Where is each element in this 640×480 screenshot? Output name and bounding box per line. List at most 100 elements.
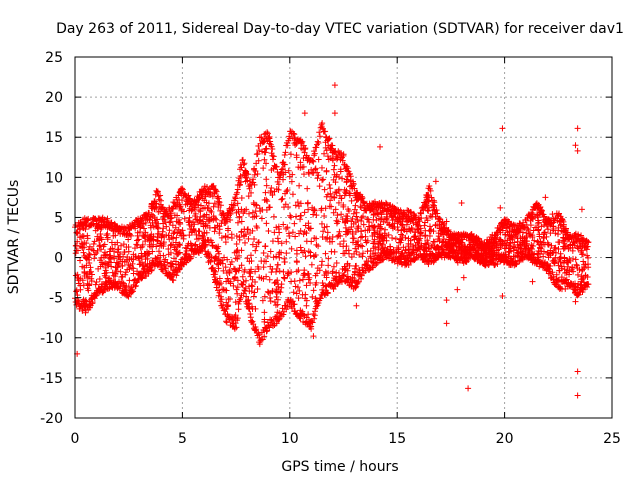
data-point (398, 227, 405, 234)
data-point (429, 213, 436, 220)
data-point (261, 333, 268, 340)
data-point (357, 234, 364, 241)
data-point (81, 264, 88, 271)
data-point (491, 247, 498, 254)
data-point (538, 208, 545, 215)
data-point (432, 245, 439, 252)
data-point (549, 269, 556, 276)
data-point (154, 224, 161, 231)
data-point (221, 254, 228, 261)
data-point (309, 157, 316, 164)
data-point (372, 243, 379, 250)
data-point (405, 240, 412, 247)
data-point (580, 274, 587, 281)
data-point (319, 258, 326, 265)
data-point (300, 155, 307, 162)
data-point (216, 199, 223, 206)
data-point (458, 254, 465, 261)
data-point (421, 204, 428, 211)
data-point (490, 237, 497, 244)
data-point (154, 188, 161, 195)
data-point (492, 234, 499, 241)
data-point (191, 221, 198, 228)
data-point (81, 270, 88, 277)
data-point (94, 217, 101, 224)
data-point (342, 224, 349, 231)
data-point (125, 293, 132, 300)
data-point (551, 245, 558, 252)
data-point (121, 249, 128, 256)
data-point (556, 255, 563, 262)
data-point (556, 239, 563, 246)
data-point (557, 285, 564, 292)
data-point (227, 261, 234, 268)
data-point (557, 258, 564, 265)
data-point (545, 216, 552, 223)
data-point (311, 235, 318, 242)
data-point (280, 274, 287, 281)
data-point (375, 246, 382, 253)
data-point (541, 229, 548, 236)
data-point (322, 128, 329, 135)
data-point (299, 164, 306, 171)
data-point (329, 142, 336, 149)
data-point (112, 273, 119, 280)
data-point (99, 218, 106, 225)
data-point (422, 240, 429, 247)
data-point (491, 262, 498, 269)
data-point (437, 245, 444, 252)
data-point (83, 240, 90, 247)
data-point (318, 207, 325, 214)
data-point (236, 234, 243, 241)
data-point (290, 130, 297, 137)
data-point (252, 168, 259, 175)
data-point (281, 258, 288, 265)
data-point (398, 237, 405, 244)
data-point (302, 253, 309, 260)
data-point (383, 211, 390, 218)
data-point (154, 189, 161, 196)
data-point (278, 196, 285, 203)
data-point (167, 242, 174, 249)
data-point (196, 192, 203, 199)
data-point (579, 266, 586, 273)
data-point (165, 245, 172, 252)
data-point (77, 257, 84, 264)
data-point (555, 246, 562, 253)
data-point (288, 278, 295, 285)
data-point (266, 135, 273, 142)
data-point (210, 182, 217, 189)
data-point (339, 157, 346, 164)
data-point (254, 286, 261, 293)
data-point (308, 238, 315, 245)
data-point (426, 223, 433, 230)
data-point (199, 191, 206, 198)
data-point (494, 240, 501, 247)
data-point (340, 272, 347, 279)
data-point (248, 189, 255, 196)
data-point (246, 185, 253, 192)
data-point (281, 275, 288, 282)
data-point (494, 260, 501, 267)
data-point (535, 226, 542, 233)
data-point (341, 263, 348, 270)
data-point (574, 244, 581, 251)
data-point (247, 252, 254, 259)
data-point (302, 222, 309, 229)
data-point (558, 286, 565, 293)
data-point (382, 199, 389, 206)
data-point (134, 237, 141, 244)
data-point (297, 200, 304, 207)
data-point (171, 203, 178, 210)
data-point (394, 244, 401, 251)
data-point (350, 181, 357, 188)
data-point (176, 249, 183, 256)
data-point (236, 214, 243, 221)
data-point (266, 324, 273, 331)
data-point (220, 301, 227, 308)
data-point (305, 311, 312, 318)
data-point (267, 263, 274, 270)
data-point (243, 293, 250, 300)
data-point (235, 267, 242, 274)
data-point (388, 248, 395, 255)
